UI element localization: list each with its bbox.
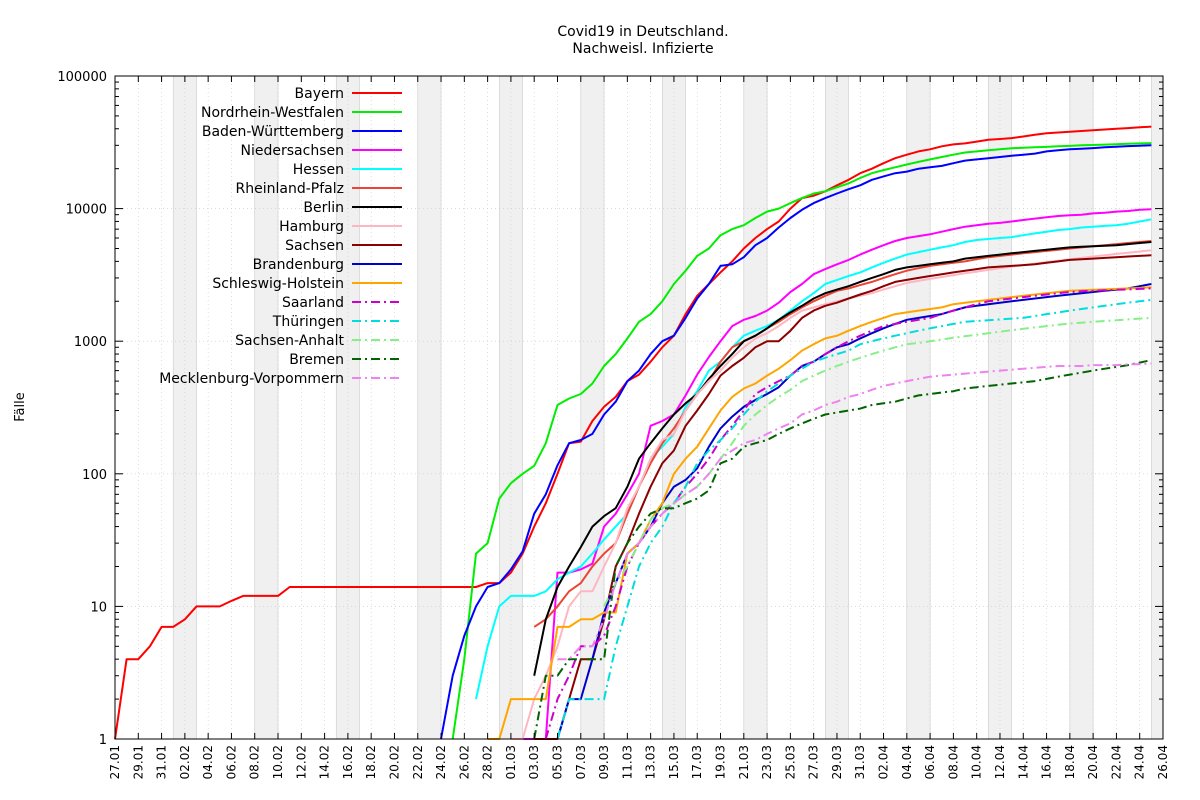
x-tick-label: 26.04 — [1156, 745, 1170, 779]
x-tick-label: 27.01 — [108, 745, 122, 779]
legend-label: Thüringen — [272, 314, 344, 330]
x-tick-label: 27.03 — [807, 745, 821, 779]
x-tick-label: 03.03 — [527, 745, 541, 779]
legend-label: Schleswig-Holstein — [212, 276, 344, 292]
x-tick-label: 22.04 — [1109, 745, 1123, 779]
weekend-band — [172, 75, 197, 740]
legend-label: Sachsen-Anhalt — [235, 333, 344, 349]
legend-label: Berlin — [303, 200, 344, 216]
x-tick-label: 14.02 — [318, 745, 332, 779]
series-line-3 — [440, 144, 1152, 740]
weekend-band — [1069, 75, 1094, 740]
x-tick-label: 04.04 — [900, 745, 914, 779]
axes: 27.01 29.01 31.01 02.02 04.02 06.02 08.02 10.02… — [57, 70, 1170, 779]
x-tick-label: 06.02 — [224, 745, 238, 779]
x-tick-label: 26.02 — [457, 745, 471, 779]
x-tick-label: 18.02 — [364, 745, 378, 779]
legend-label: Hessen — [293, 162, 344, 178]
x-tick-label: 09.03 — [597, 745, 611, 779]
x-tick-label: 01.03 — [504, 745, 518, 779]
x-tick-label: 24.02 — [434, 745, 448, 779]
legend-label: Hamburg — [279, 219, 344, 235]
weekend-bands — [172, 75, 1164, 740]
y-axis-label: Fälle — [13, 392, 28, 421]
x-tick-label: 18.04 — [1063, 745, 1077, 779]
x-tick-label: 06.04 — [923, 745, 937, 779]
series-lines — [114, 125, 1152, 740]
legend-label: Brandenburg — [253, 257, 344, 273]
series-line-4 — [510, 208, 1152, 740]
legend-label: Bremen — [289, 352, 344, 368]
x-tick-label: 11.03 — [620, 745, 634, 779]
x-tick-label: 25.03 — [783, 745, 797, 779]
series-line-1 — [114, 125, 1152, 740]
x-tick-label: 21.03 — [737, 745, 751, 779]
x-tick-label: 05.03 — [550, 745, 564, 779]
legend-label: Bayern — [295, 86, 344, 102]
y-tick-label: 100000 — [57, 70, 107, 85]
x-tick-label: 23.03 — [760, 745, 774, 779]
x-tick-label: 07.03 — [574, 745, 588, 779]
legend-label: Saarland — [282, 295, 344, 311]
x-tick-label: 12.04 — [993, 745, 1007, 779]
x-tick-label: 10.02 — [271, 745, 285, 779]
series-line-15 — [533, 359, 1152, 740]
x-tick-label: 31.01 — [155, 745, 169, 779]
x-tick-label: 15.03 — [667, 745, 681, 779]
weekend-band — [906, 75, 931, 740]
series-line-10 — [556, 283, 1152, 740]
series-line-11 — [487, 286, 1152, 740]
series-line-2 — [451, 142, 1152, 740]
x-tick-label: 17.03 — [690, 745, 704, 779]
weekend-band — [825, 75, 849, 740]
x-tick-label: 29.01 — [131, 745, 145, 779]
weekend-band — [1151, 75, 1164, 740]
x-tick-label: 04.02 — [201, 745, 215, 779]
x-tick-label: 08.04 — [946, 745, 960, 779]
x-tick-label: 02.02 — [178, 745, 192, 779]
x-tick-label: 28.02 — [481, 745, 495, 779]
x-tick-label: 19.03 — [714, 745, 728, 779]
x-tick-label: 24.04 — [1133, 745, 1147, 779]
legend-label: Baden-Württemberg — [202, 124, 344, 140]
x-tick-label: 31.03 — [853, 745, 867, 779]
x-tick-label: 08.02 — [248, 745, 262, 779]
legend-label: Sachsen — [285, 238, 344, 254]
weekend-band — [988, 75, 1012, 740]
series-line-7 — [533, 241, 1152, 676]
series-line-13 — [556, 298, 1152, 740]
y-tick-label: 100 — [82, 468, 107, 483]
x-tick-label: 14.04 — [1016, 745, 1030, 779]
series-line-5 — [475, 218, 1152, 700]
chart-subtitle: Nachweisl. Infizierte — [572, 41, 713, 57]
x-tick-label: 16.02 — [341, 745, 355, 779]
weekend-band — [743, 75, 768, 740]
x-tick-label: 20.02 — [387, 745, 401, 779]
y-tick-label: 10 — [90, 600, 107, 615]
weekend-band — [417, 75, 442, 740]
x-tick-label: 22.02 — [411, 745, 425, 779]
x-tick-label: 16.04 — [1040, 745, 1054, 779]
weekend-band — [498, 75, 523, 740]
weekend-band — [254, 75, 279, 740]
legend-label: Nordrhein-Westfalen — [201, 105, 344, 121]
y-tick-label: 1 — [99, 733, 107, 748]
legend-label: Mecklenburg-Vorpommern — [159, 371, 344, 387]
x-tick-label: 10.04 — [970, 745, 984, 779]
y-tick-label: 10000 — [66, 203, 107, 218]
x-tick-label: 12.02 — [294, 745, 308, 779]
plot-frame — [114, 75, 1164, 740]
x-tick-label: 29.03 — [830, 745, 844, 779]
legend-label: Rheinland-Pfalz — [236, 181, 344, 197]
x-tick-label: 20.04 — [1086, 745, 1100, 779]
x-tick-label: 13.03 — [644, 745, 658, 779]
x-tick-label: 02.04 — [877, 745, 891, 779]
series-line-9 — [534, 254, 1152, 740]
y-tick-label: 1000 — [74, 335, 107, 350]
series-line-16 — [557, 362, 1152, 661]
legend-label: Niedersachsen — [241, 143, 344, 159]
chart-title: Covid19 in Deutschland. — [557, 24, 728, 40]
legend: Bayern Nordrhein-Westfalen Baden-Württembe… — [159, 86, 402, 387]
